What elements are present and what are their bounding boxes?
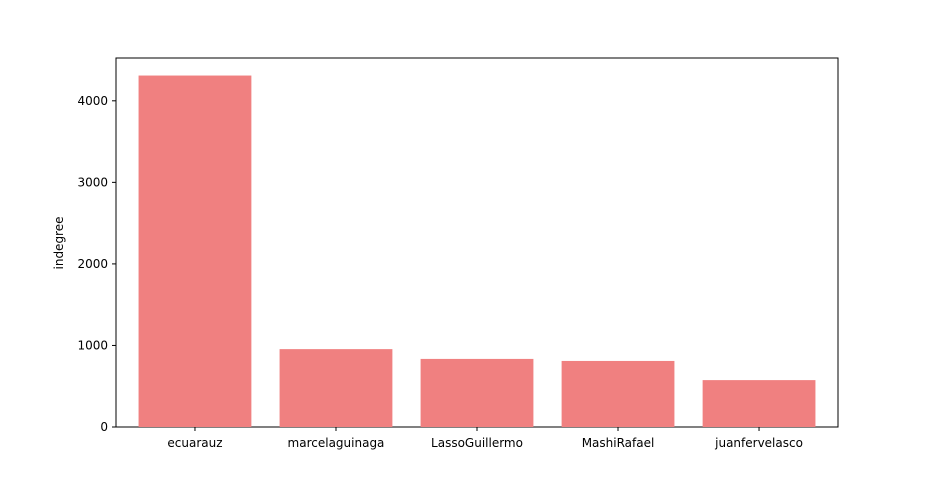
bar-MashiRafael bbox=[561, 360, 675, 427]
y-axis-label: indegree bbox=[52, 217, 66, 270]
y-tick-label: 1000 bbox=[77, 338, 108, 352]
bar-juanfervelasco bbox=[702, 380, 816, 427]
y-axis-ticks: 0 1000 2000 3000 4000 bbox=[77, 94, 116, 434]
x-tick-label: ecuarauz bbox=[167, 436, 222, 450]
y-tick-label: 3000 bbox=[77, 175, 108, 189]
x-tick-label: MashiRafael bbox=[582, 436, 655, 450]
y-tick-label: 0 bbox=[100, 420, 108, 434]
x-tick-label: LassoGuillermo bbox=[431, 436, 523, 450]
x-tick-label: juanfervelasco bbox=[714, 436, 803, 450]
x-axis-ticks: ecuarauz marcelaguinaga LassoGuillermo Mash… bbox=[167, 427, 803, 450]
bar-LassoGuillermo bbox=[420, 358, 534, 427]
x-tick-label: marcelaguinaga bbox=[288, 436, 385, 450]
y-tick-label: 2000 bbox=[77, 257, 108, 271]
y-tick-label: 4000 bbox=[77, 94, 108, 108]
bar-ecuarauz bbox=[138, 75, 252, 428]
bar-marcelaguinaga bbox=[279, 349, 393, 427]
bars-group bbox=[138, 75, 816, 428]
